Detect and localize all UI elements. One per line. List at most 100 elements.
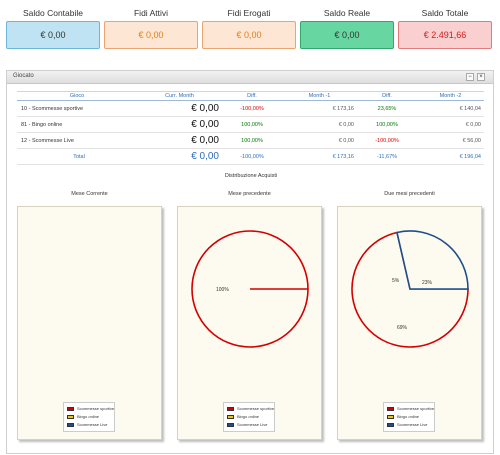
chart-due-mesi-precedenti: 5% 23% 69% Scommesse sportive Bingo online… bbox=[337, 206, 482, 440]
cell-total-diff: -11,67% bbox=[357, 148, 417, 165]
legend-label: Scommesse Live bbox=[237, 422, 268, 427]
legend-label: Scommesse sportive bbox=[397, 406, 435, 411]
cell-diff: 100,00% bbox=[357, 116, 417, 133]
card-title: Fidi Erogati bbox=[227, 8, 271, 18]
panel-header: Giocato − × bbox=[7, 71, 493, 84]
card-value: € 2.491,66 bbox=[398, 21, 492, 49]
cell-month-1: € 0,00 bbox=[282, 132, 357, 149]
cell-diff: -100,00% bbox=[357, 132, 417, 149]
card-saldo-totale: Saldo Totale € 2.491,66 bbox=[398, 6, 492, 56]
col-header-month-2[interactable]: Month -2 bbox=[417, 91, 484, 101]
col-header-diff[interactable]: Diff. bbox=[357, 91, 417, 101]
table-header-row: Gioco Curr. Month Diff. Month -1 Diff. M… bbox=[17, 91, 484, 101]
cell-total-month-1: € 173,16 bbox=[282, 148, 357, 165]
card-title: Fidi Attivi bbox=[133, 8, 168, 18]
cell-diff: 100,00% bbox=[222, 132, 282, 149]
cell-gioco: 81 - Bingo online bbox=[17, 116, 137, 133]
card-fidi-attivi: Fidi Attivi € 0,00 bbox=[104, 6, 198, 56]
chart-legend: Scommesse sportive Bingo online Scommess… bbox=[223, 402, 275, 432]
table-row: 12 - Scommesse Live € 0,00 100,00% € 0,0… bbox=[17, 132, 484, 149]
col-header-curr-month[interactable]: Curr. Month bbox=[137, 91, 222, 101]
cell-month-1: € 0,00 bbox=[282, 116, 357, 133]
legend-swatch bbox=[387, 414, 394, 419]
pie-label: 100% bbox=[216, 287, 229, 293]
cell-total-month-2: € 196,04 bbox=[417, 148, 484, 165]
pie-label: 69% bbox=[397, 325, 408, 331]
table-row: 10 - Scommesse sportive € 0,00 -100,00% … bbox=[17, 100, 484, 117]
legend-item: Bingo online bbox=[387, 413, 431, 421]
cell-curr-month: € 0,00 bbox=[137, 116, 222, 133]
card-value: € 0,00 bbox=[300, 21, 394, 49]
col-header-month-1[interactable]: Month -1 bbox=[282, 91, 357, 101]
giocato-table: Gioco Curr. Month Diff. Month -1 Diff. M… bbox=[17, 91, 484, 165]
legend-swatch bbox=[387, 406, 394, 411]
cell-total-label: Total bbox=[17, 148, 137, 165]
legend-item: Scommesse Live bbox=[67, 421, 111, 429]
cell-diff: 100,00% bbox=[222, 116, 282, 133]
chart-title-mese-corrente: Mese Corrente bbox=[71, 191, 108, 197]
table-total-row: Total € 0,00 -100,00% € 173,16 -11,67% €… bbox=[17, 148, 484, 165]
legend-label: Bingo online bbox=[237, 414, 260, 419]
pie-label: 5% bbox=[392, 278, 400, 284]
pie-slice bbox=[396, 230, 469, 290]
card-title: Saldo Reale bbox=[323, 8, 371, 18]
close-button[interactable]: × bbox=[477, 73, 485, 81]
card-value: € 0,00 bbox=[6, 21, 100, 49]
cell-diff: -100,00% bbox=[222, 100, 282, 117]
minimize-button[interactable]: − bbox=[466, 73, 474, 81]
card-value: € 0,00 bbox=[104, 21, 198, 49]
cell-total-diff: -100,00% bbox=[222, 148, 282, 165]
legend-label: Scommesse Live bbox=[397, 422, 428, 427]
card-saldo-reale: Saldo Reale € 0,00 bbox=[300, 6, 394, 56]
legend-swatch bbox=[227, 406, 234, 411]
chart-title-mese-precedente: Mese precedente bbox=[228, 191, 271, 197]
cell-curr-month: € 0,00 bbox=[137, 100, 222, 117]
legend-swatch bbox=[227, 414, 234, 419]
card-value: € 0,00 bbox=[202, 21, 296, 49]
legend-item: Scommesse Live bbox=[387, 421, 431, 429]
summary-cards: Saldo Contabile € 0,00 Fidi Attivi € 0,0… bbox=[6, 6, 496, 56]
legend-label: Bingo online bbox=[77, 414, 100, 419]
legend-label: Scommesse Live bbox=[77, 422, 108, 427]
legend-item: Scommesse sportive bbox=[227, 405, 275, 413]
giocato-panel: Giocato − × Gioco Curr. Month Diff. Mont… bbox=[6, 70, 494, 454]
col-header-diff[interactable]: Diff. bbox=[222, 91, 282, 101]
chart-legend: Scommesse sportive Bingo online Scommess… bbox=[63, 402, 115, 432]
card-title: Saldo Totale bbox=[421, 8, 469, 18]
legend-swatch bbox=[67, 406, 74, 411]
col-header-gioco[interactable]: Gioco bbox=[17, 91, 137, 101]
legend-label: Scommesse sportive bbox=[237, 406, 275, 411]
panel-title: Giocato bbox=[13, 73, 34, 79]
legend-item: Scommesse sportive bbox=[67, 405, 115, 413]
legend-swatch bbox=[387, 422, 394, 427]
cell-month-2: € 0,00 bbox=[417, 116, 484, 133]
legend-item: Bingo online bbox=[227, 413, 271, 421]
chart-mese-precedente: 100% Scommesse sportive Bingo online Sco… bbox=[177, 206, 322, 440]
card-saldo-contabile: Saldo Contabile € 0,00 bbox=[6, 6, 100, 56]
chart-title-due-mesi-precedenti: Due mesi precedenti bbox=[384, 191, 435, 197]
chart-legend: Scommesse sportive Bingo online Scommess… bbox=[383, 402, 435, 432]
legend-swatch bbox=[67, 422, 74, 427]
legend-item: Scommesse sportive bbox=[387, 405, 435, 413]
cell-month-1: € 173,16 bbox=[282, 100, 357, 117]
legend-swatch bbox=[67, 414, 74, 419]
cell-curr-month: € 0,00 bbox=[137, 132, 222, 149]
cell-diff: 23,65% bbox=[357, 100, 417, 117]
card-fidi-erogati: Fidi Erogati € 0,00 bbox=[202, 6, 296, 56]
legend-swatch bbox=[227, 422, 234, 427]
legend-label: Scommesse sportive bbox=[77, 406, 115, 411]
cell-total-curr-month: € 0,00 bbox=[137, 148, 222, 165]
pie-svg: 5% 23% 69% bbox=[351, 230, 469, 348]
legend-label: Bingo online bbox=[397, 414, 420, 419]
legend-item: Bingo online bbox=[67, 413, 111, 421]
chart-mese-corrente: Scommesse sportive Bingo online Scommess… bbox=[17, 206, 162, 440]
cell-gioco: 10 - Scommesse sportive bbox=[17, 100, 137, 117]
table-row: 81 - Bingo online € 0,00 100,00% € 0,00 … bbox=[17, 116, 484, 133]
cell-month-2: € 56,00 bbox=[417, 132, 484, 149]
card-title: Saldo Contabile bbox=[22, 8, 83, 18]
cell-gioco: 12 - Scommesse Live bbox=[17, 132, 137, 149]
cell-month-2: € 140,04 bbox=[417, 100, 484, 117]
legend-item: Scommesse Live bbox=[227, 421, 271, 429]
pie-svg: 100% bbox=[191, 230, 309, 348]
pie-label: 23% bbox=[422, 280, 433, 286]
